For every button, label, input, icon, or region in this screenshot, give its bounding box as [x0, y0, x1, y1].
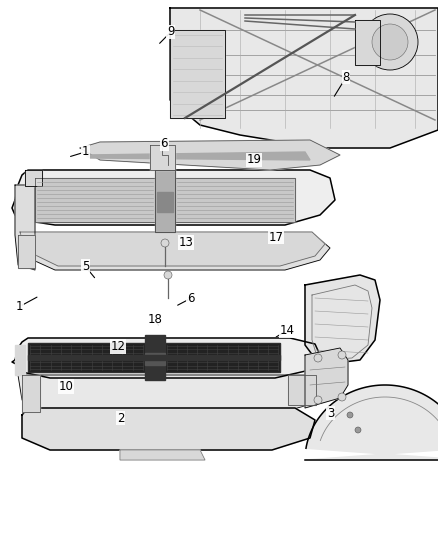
Text: 6: 6 — [187, 292, 194, 305]
Polygon shape — [155, 170, 175, 232]
Text: 10: 10 — [58, 380, 73, 393]
Polygon shape — [305, 275, 380, 365]
Polygon shape — [18, 375, 318, 415]
Circle shape — [314, 396, 322, 404]
Polygon shape — [305, 348, 348, 408]
Text: 5: 5 — [82, 260, 89, 273]
Polygon shape — [80, 140, 340, 170]
Polygon shape — [157, 192, 173, 212]
Text: 8: 8 — [343, 71, 350, 84]
Polygon shape — [120, 450, 205, 460]
Text: 9: 9 — [167, 26, 175, 38]
Polygon shape — [12, 338, 320, 378]
Text: 3: 3 — [327, 407, 334, 419]
Polygon shape — [28, 355, 280, 360]
Polygon shape — [12, 170, 335, 225]
Polygon shape — [288, 375, 316, 405]
Polygon shape — [35, 178, 155, 222]
Polygon shape — [355, 20, 380, 65]
Text: 17: 17 — [268, 231, 283, 244]
Polygon shape — [22, 375, 40, 412]
Polygon shape — [25, 170, 42, 186]
Circle shape — [338, 393, 346, 401]
Circle shape — [372, 24, 408, 60]
Text: 1: 1 — [16, 300, 24, 313]
Circle shape — [314, 354, 322, 362]
Text: 12: 12 — [111, 340, 126, 353]
Polygon shape — [170, 30, 225, 118]
Polygon shape — [165, 343, 280, 372]
Polygon shape — [15, 185, 35, 270]
Circle shape — [161, 239, 169, 247]
Polygon shape — [18, 235, 35, 268]
Circle shape — [355, 427, 361, 433]
Polygon shape — [305, 385, 438, 460]
Polygon shape — [18, 235, 330, 270]
Text: 1: 1 — [81, 146, 89, 158]
Text: 14: 14 — [279, 324, 294, 337]
Polygon shape — [85, 152, 310, 160]
Text: 19: 19 — [247, 154, 261, 166]
Polygon shape — [28, 343, 145, 372]
Text: 13: 13 — [179, 236, 194, 249]
Circle shape — [362, 14, 418, 70]
Polygon shape — [170, 8, 438, 148]
Circle shape — [347, 412, 353, 418]
Polygon shape — [20, 232, 325, 266]
Polygon shape — [15, 345, 25, 375]
Polygon shape — [145, 353, 165, 365]
Circle shape — [164, 271, 172, 279]
Text: 6: 6 — [160, 138, 168, 150]
Text: 2: 2 — [117, 412, 124, 425]
Polygon shape — [145, 335, 165, 380]
Polygon shape — [150, 145, 175, 170]
Circle shape — [338, 351, 346, 359]
Polygon shape — [22, 408, 315, 450]
Polygon shape — [175, 178, 295, 222]
Text: 18: 18 — [148, 313, 163, 326]
